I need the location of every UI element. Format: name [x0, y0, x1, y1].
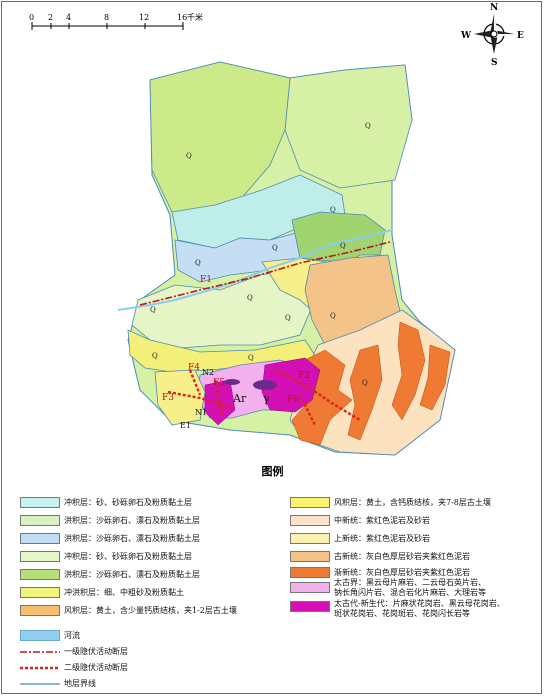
map-label: γ — [263, 392, 270, 405]
scale-tick: 0 — [29, 13, 34, 22]
map-label: Q — [330, 206, 336, 214]
fault-label: F3 — [162, 393, 174, 403]
fault-label: F4 — [188, 363, 200, 373]
legend-swatch — [290, 551, 330, 562]
legend-item: 中新统：紫红色泥岩及砂岩 — [334, 516, 430, 525]
scale-tick: 4 — [66, 13, 71, 22]
map-label: E1 — [180, 421, 191, 430]
legend-item: 二级隐伏活动断层 — [64, 663, 128, 672]
legend-item: 风积层：黄土，含钙质结核，夹7-8层古土壤 — [334, 498, 491, 507]
map-label: Q — [362, 379, 368, 387]
legend-swatch — [290, 497, 330, 508]
map-label: Q — [248, 354, 254, 362]
map-label: Q — [195, 259, 201, 267]
fault-label: F6 — [287, 395, 299, 405]
legend-swatch — [20, 587, 60, 598]
fault-f1 — [139, 241, 391, 306]
legend-item: 渐新统：灰白色厚层砂岩夹紫红色泥岩 — [334, 568, 470, 577]
legend-swatch — [290, 567, 330, 578]
legend-item: 太古代-新生代：片麻状花岗岩、黑云母花岗岩、 — [334, 599, 505, 608]
map-label: Q — [152, 352, 158, 360]
legend-swatch — [20, 630, 60, 641]
scale-tick: 8 — [104, 13, 109, 22]
map-label: Q — [365, 122, 371, 130]
fault-f4 — [188, 369, 202, 396]
legend-swatch — [290, 601, 330, 612]
river — [117, 229, 393, 311]
scale-tick: 16 — [177, 13, 187, 22]
map-label: N1 — [195, 408, 207, 417]
legend-item: 洪积层：沙砾卵石、漂石及粉质黏土层 — [64, 570, 200, 579]
legend-item: 地层界线 — [64, 679, 96, 688]
region-oligocene-2 — [347, 344, 383, 441]
legend-swatch — [20, 533, 60, 544]
fault-f3 — [167, 390, 233, 410]
legend-item: 风积层：黄土，含少量钙质结核，夹1-2层古土壤 — [64, 606, 237, 615]
fault-label: F1 — [200, 275, 212, 285]
scale-bar: 0 2 4 8 12 16 千米 — [29, 12, 203, 30]
scale-tick: 2 — [48, 13, 53, 22]
legend-line — [20, 683, 60, 685]
legend-swatch — [290, 515, 330, 526]
legend-item: 太古界：黑云母片麻岩、二云母石英片岩、 — [334, 578, 486, 587]
fault-f6 — [298, 394, 317, 426]
compass-w: W — [460, 31, 472, 41]
legend-swatch — [20, 605, 60, 616]
legend-item: 上新统：紫红色泥岩及砂岩 — [334, 534, 430, 543]
legend-line — [20, 651, 60, 653]
scale-tick: 12 — [139, 13, 149, 22]
scale-unit: 千米 — [187, 12, 203, 22]
legend-item: 冲洪积层：细、中粗砂及粉质黏土 — [64, 588, 184, 597]
legend-item: 一级隐伏活动断层 — [64, 647, 128, 656]
region-oligocene-4 — [419, 344, 451, 411]
legend-item-line2: 钠长角闪片岩、混合岩化片麻岩、大理岩等 — [334, 588, 486, 597]
legend-line — [20, 666, 60, 670]
legend-item-line2: 斑状花岗岩、花岗斑岩、花岗闪长岩等 — [334, 609, 470, 618]
region-ne — [284, 64, 413, 189]
legend-item: 洪积层：沙砾卵石、漂石及粉质黏土层 — [64, 516, 200, 525]
map-label: Q — [272, 244, 278, 252]
map-label: Ar — [232, 392, 247, 405]
compass-e: E — [517, 31, 524, 41]
legend-swatch — [20, 515, 60, 526]
map-label: Q — [247, 294, 253, 302]
map-label: Q — [150, 306, 156, 314]
region-west-loess — [154, 369, 206, 426]
fault-f2 — [274, 368, 361, 422]
region-oligocene-3 — [391, 321, 426, 421]
legend-swatch — [20, 497, 60, 508]
map-label: N2 — [202, 368, 214, 377]
legend-swatch — [290, 582, 330, 593]
legend-item: 冲积层：砂、砂砾卵石及粉质黏土层 — [64, 498, 192, 507]
compass-icon: N S E W — [460, 3, 524, 68]
compass-n: N — [490, 3, 498, 13]
geologic-map: 0 2 4 8 12 16 千米 N S E W — [29, 3, 524, 456]
fault-label: F2 — [298, 371, 310, 381]
legend-swatch — [20, 569, 60, 580]
legend-item: 洪积层：沙砾卵石、漂石及粉质黏土层 — [64, 534, 200, 543]
fault-label: F5 — [213, 378, 225, 388]
legend-swatch — [20, 551, 60, 562]
compass-s: S — [491, 58, 498, 68]
legend-item: 冲积层：砂、砂砾卵石及粉质黏土层 — [64, 552, 192, 561]
map-label: Q — [186, 152, 192, 160]
legend-item: 古新统：灰白色厚层砂岩夹紫红色泥岩 — [334, 552, 470, 561]
legend-title: 图例 — [261, 465, 284, 478]
map-label: Q — [340, 242, 346, 250]
legend-item: 河流 — [64, 631, 80, 640]
legend-swatch — [290, 533, 330, 544]
map-label: Q — [285, 314, 291, 322]
region-nw — [149, 61, 291, 221]
fault-f5 — [213, 379, 224, 416]
map-label: Q — [330, 312, 336, 320]
